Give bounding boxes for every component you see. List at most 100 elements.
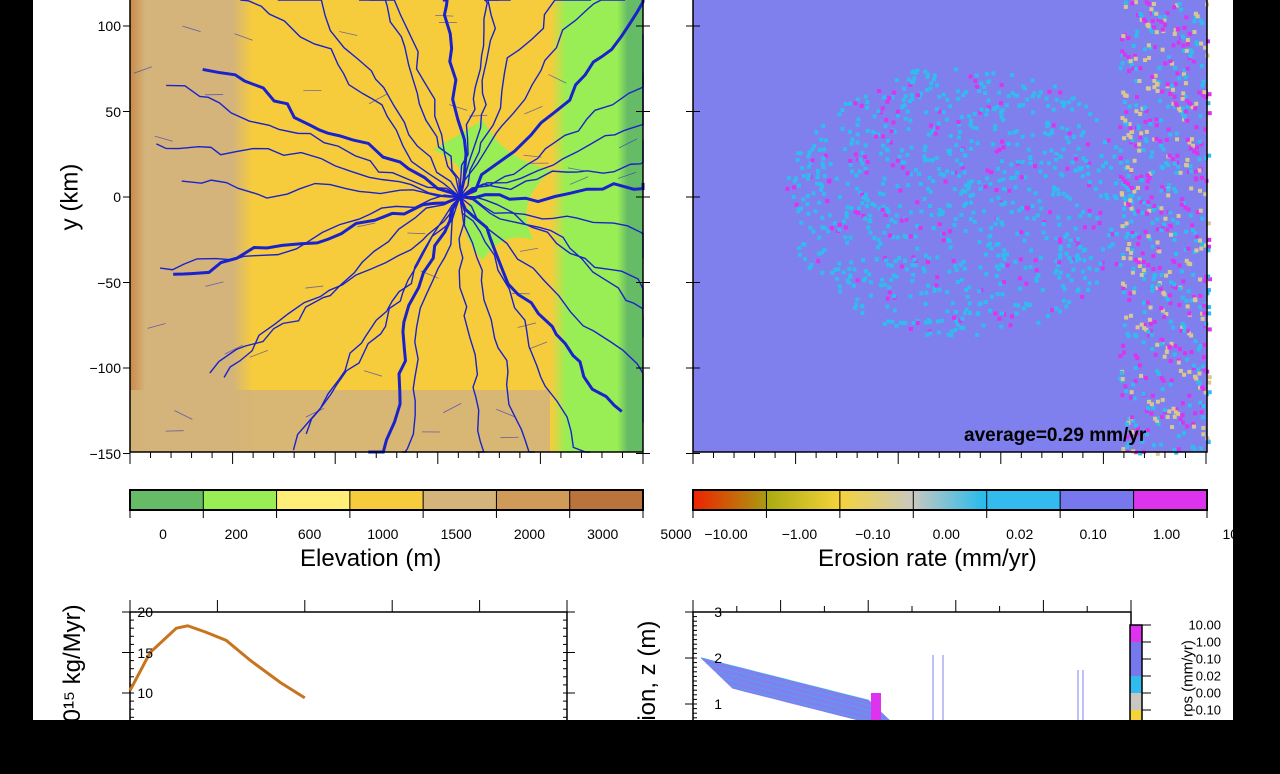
erosion-cell bbox=[833, 221, 837, 225]
erosion-cell bbox=[928, 320, 932, 324]
erosion-cell bbox=[1152, 277, 1156, 281]
erosion-cell bbox=[1041, 288, 1045, 292]
erosion-cell bbox=[1122, 290, 1126, 294]
erosion-cell bbox=[885, 100, 889, 104]
erosion-cell bbox=[1025, 232, 1029, 236]
erosion-cell bbox=[1196, 367, 1200, 371]
erosion-cell bbox=[1039, 90, 1043, 94]
erosion-cell bbox=[975, 126, 979, 130]
erosion-cell bbox=[1099, 154, 1103, 158]
erosion-cell bbox=[924, 110, 928, 114]
erosion-cell bbox=[799, 221, 803, 225]
erosion-cell bbox=[1187, 289, 1191, 293]
flux-y-label: (10¹⁵ kg/Myr) bbox=[59, 574, 87, 774]
tributary bbox=[512, 293, 530, 294]
erosion-cell bbox=[1002, 280, 1006, 284]
figure: Elevation (m) Erosion rate (mm/yr) y (km… bbox=[33, 0, 1233, 720]
erosion-cell bbox=[932, 77, 936, 81]
profile-y-label: tion, z (m) bbox=[634, 574, 662, 774]
erosion-cell bbox=[928, 176, 932, 180]
erosion-cell bbox=[908, 99, 912, 103]
erosion-cell bbox=[1062, 299, 1066, 303]
erosion-cell bbox=[996, 217, 1000, 221]
erosion-cell bbox=[1000, 115, 1004, 119]
erosion-cell bbox=[1080, 295, 1084, 299]
erosion-cell bbox=[1119, 66, 1123, 70]
erosion-cell bbox=[1067, 244, 1071, 248]
erosion-cell bbox=[1109, 166, 1113, 170]
erosion-cell bbox=[973, 220, 977, 224]
erosion-cell bbox=[818, 148, 822, 152]
erosion-cell bbox=[1177, 107, 1181, 111]
erosion-cell bbox=[945, 169, 949, 173]
erosion-cell bbox=[843, 235, 847, 239]
erosion-cell bbox=[1059, 172, 1063, 176]
erosion-cell bbox=[868, 231, 872, 235]
erosion-cell bbox=[964, 229, 968, 233]
erosion-cell bbox=[996, 292, 1000, 296]
erosion-cell bbox=[910, 146, 914, 150]
erosion-cell bbox=[881, 106, 885, 110]
erosion-cell bbox=[1168, 293, 1172, 297]
erosion-cell bbox=[1169, 359, 1173, 363]
erosion-cell bbox=[1001, 108, 1005, 112]
erosion-cell bbox=[891, 120, 895, 124]
erosion-cell bbox=[1188, 262, 1192, 266]
colorbar-tick-label: 0.10 bbox=[1080, 526, 1107, 542]
erosion-cell bbox=[1190, 350, 1194, 354]
colorbar-tick-label: 2000 bbox=[514, 526, 545, 542]
erosion-cell bbox=[1050, 308, 1054, 312]
erosion-cell bbox=[945, 98, 949, 102]
erosion-cell bbox=[1119, 263, 1123, 267]
erosion-cell bbox=[924, 291, 928, 295]
erosion-cell bbox=[887, 96, 891, 100]
erosion-cell bbox=[1177, 361, 1181, 365]
erosion-cell bbox=[802, 174, 806, 178]
erosion-cell bbox=[1200, 243, 1204, 247]
erosion-cell bbox=[1018, 287, 1022, 291]
erosion-cell bbox=[1131, 271, 1135, 275]
erosion-cell bbox=[1126, 232, 1130, 236]
erosion-cell bbox=[1031, 204, 1035, 208]
colorbar-tick-label: 3000 bbox=[587, 526, 618, 542]
erosion-cell bbox=[1173, 66, 1177, 70]
y-tick-label: −150 bbox=[89, 446, 121, 462]
erosion-cell bbox=[824, 138, 828, 142]
flux-y-tick-label: 15 bbox=[137, 645, 153, 661]
erosion-cell bbox=[1136, 242, 1140, 246]
erosion-cell bbox=[892, 91, 896, 95]
erosion-cell bbox=[1122, 214, 1126, 218]
erosion-map bbox=[693, 0, 1212, 456]
colorbar-bin bbox=[1134, 490, 1207, 510]
erosion-cell bbox=[868, 214, 872, 218]
erosion-cell bbox=[980, 108, 984, 112]
erosion-cell bbox=[1095, 118, 1099, 122]
erosion-cell bbox=[1123, 323, 1127, 327]
erosion-cell bbox=[1095, 280, 1099, 284]
erosion-cell bbox=[1129, 251, 1133, 255]
erosion-cell bbox=[837, 228, 841, 232]
erosion-cell bbox=[1001, 253, 1005, 257]
erosion-cell bbox=[1137, 235, 1141, 239]
erosion-cell bbox=[886, 319, 890, 323]
erosion-cell bbox=[877, 238, 881, 242]
erosion-cell bbox=[869, 280, 873, 284]
erosion-cell bbox=[1025, 97, 1029, 101]
erosion-cell bbox=[1015, 171, 1019, 175]
erosion-cell bbox=[1189, 213, 1193, 217]
erosion-cell bbox=[922, 266, 926, 270]
erosion-cell bbox=[1132, 44, 1136, 48]
erosion-cell bbox=[1197, 91, 1201, 95]
erosion-cell bbox=[975, 73, 979, 77]
erosion-cell bbox=[1035, 268, 1039, 272]
erosion-cell bbox=[1104, 161, 1108, 165]
erosion-cell bbox=[1208, 92, 1212, 96]
erosion-cell bbox=[923, 158, 927, 162]
erosion-cell bbox=[1072, 135, 1076, 139]
erosion-cell bbox=[935, 156, 939, 160]
erosion-cell bbox=[1145, 130, 1149, 134]
erosion-cell bbox=[967, 180, 971, 184]
erosion-cell bbox=[845, 278, 849, 282]
erosion-cell bbox=[1123, 179, 1127, 183]
erosion-cell bbox=[1167, 409, 1171, 413]
